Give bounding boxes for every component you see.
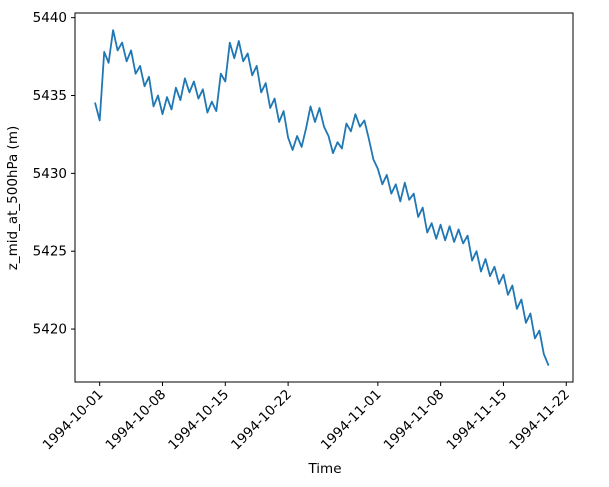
y-tick-label: 5435: [33, 88, 67, 104]
y-tick-label: 5425: [33, 244, 67, 260]
data-series-line: [94, 29, 550, 366]
x-tick-label: 1994-11-15: [443, 387, 510, 454]
plot-area: [74, 12, 574, 383]
x-tick-label: 1994-10-01: [40, 387, 107, 454]
x-tick-label: 1994-11-01: [318, 387, 385, 454]
y-tick-label: 5440: [33, 10, 67, 26]
x-tick-label: 1994-10-15: [165, 387, 232, 454]
x-tick-label: 1994-11-22: [506, 387, 573, 454]
x-axis-label: Time: [307, 461, 341, 477]
y-tick-label: 5430: [33, 166, 67, 182]
x-axis-ticks: 1994-10-011994-10-081994-10-151994-10-22…: [40, 382, 573, 453]
y-axis-label: z_mid_at_500hPa (m): [5, 126, 21, 270]
x-tick-label: 1994-11-08: [381, 387, 448, 454]
y-tick-label: 5420: [33, 322, 67, 338]
x-tick-label: 1994-10-08: [103, 387, 170, 454]
x-tick-label: 1994-10-22: [228, 387, 295, 454]
y-axis-ticks: 5420 5425 5430 5435 5440: [33, 10, 75, 338]
